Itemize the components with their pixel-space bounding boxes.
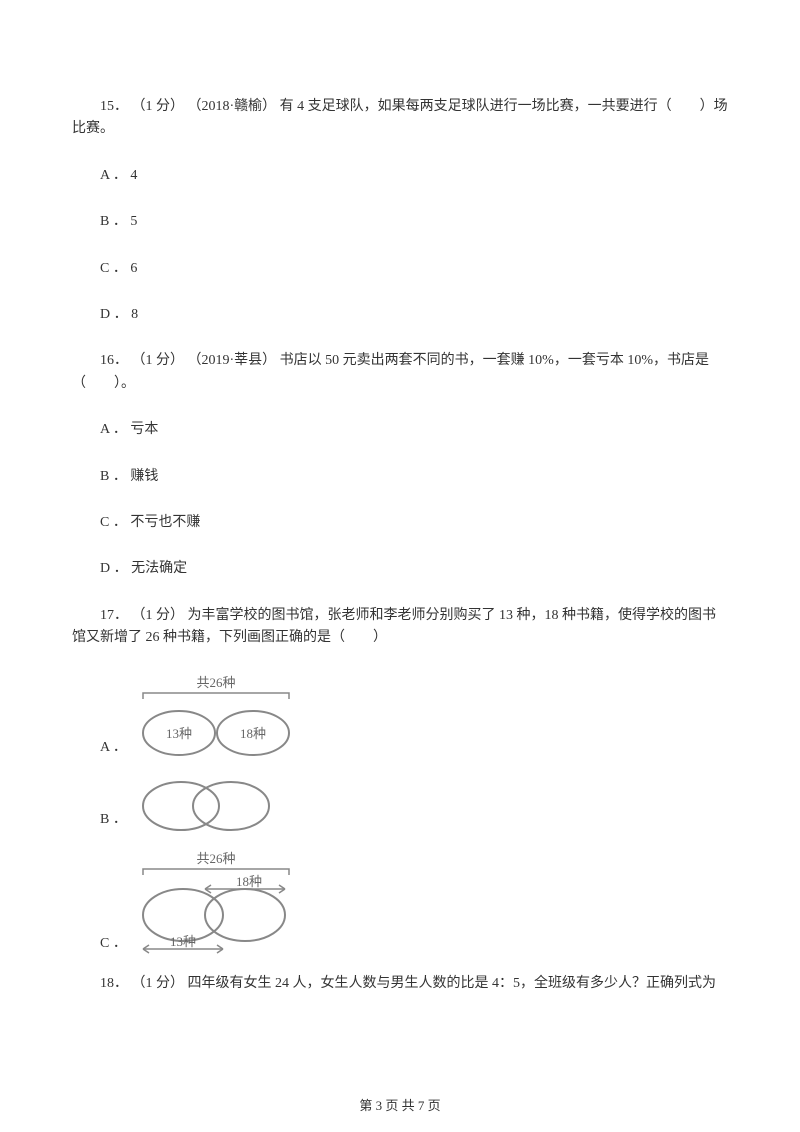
venn-separate-icon: 共26种 13种 18种 [131,673,301,763]
page-footer: 第 3 页 共 7 页 [0,1095,800,1114]
svg-text:共26种: 共26种 [196,675,235,690]
q15-opt-c: C ． 6 [72,258,728,280]
q17-opt-c-letter: C ． [100,933,127,959]
q16-opt-d: D ． 无法确定 [72,558,728,580]
q17-stem: 17． （1 分） 为丰富学校的图书馆，张老师和李老师分别购买了 13 种，18… [72,605,728,650]
q16-opt-c: C ． 不亏也不赚 [72,512,728,534]
svg-text:18种: 18种 [236,874,262,889]
q17-opt-b: B ． [100,777,728,835]
venn-overlap-labeled-icon: 共26种18种 13种 [131,849,301,959]
q16-opt-a: A ． 亏本 [72,419,728,441]
q15-stem: 15． （1 分） （2018·赣榆） 有 4 支足球队，如果每两支足球队进行一… [72,96,728,141]
q17-opt-a: A ． 共26种 13种 18种 [100,673,728,763]
q15-opt-d: D ． 8 [72,304,728,326]
q16-stem: 16． （1 分） （2019·莘县） 书店以 50 元卖出两套不同的书，一套赚… [72,350,728,395]
svg-text:18种: 18种 [240,726,266,741]
svg-text:13种: 13种 [170,934,196,949]
q17-opt-a-letter: A ． [100,737,127,763]
q15-opt-a: A ． 4 [72,165,728,187]
q18-stem: 18． （1 分） 四年级有女生 24 人，女生人数与男生人数的比是 4：5，全… [72,973,728,995]
q16-opt-b: B ． 赚钱 [72,466,728,488]
venn-overlap-plain-icon [131,777,281,835]
svg-text:13种: 13种 [166,726,192,741]
q15-opt-b: B ． 5 [72,211,728,233]
svg-text:共26种: 共26种 [196,851,235,866]
q17-opt-b-letter: B ． [100,809,127,835]
q17-opt-c: C ． 共26种18种 13种 [100,849,728,959]
